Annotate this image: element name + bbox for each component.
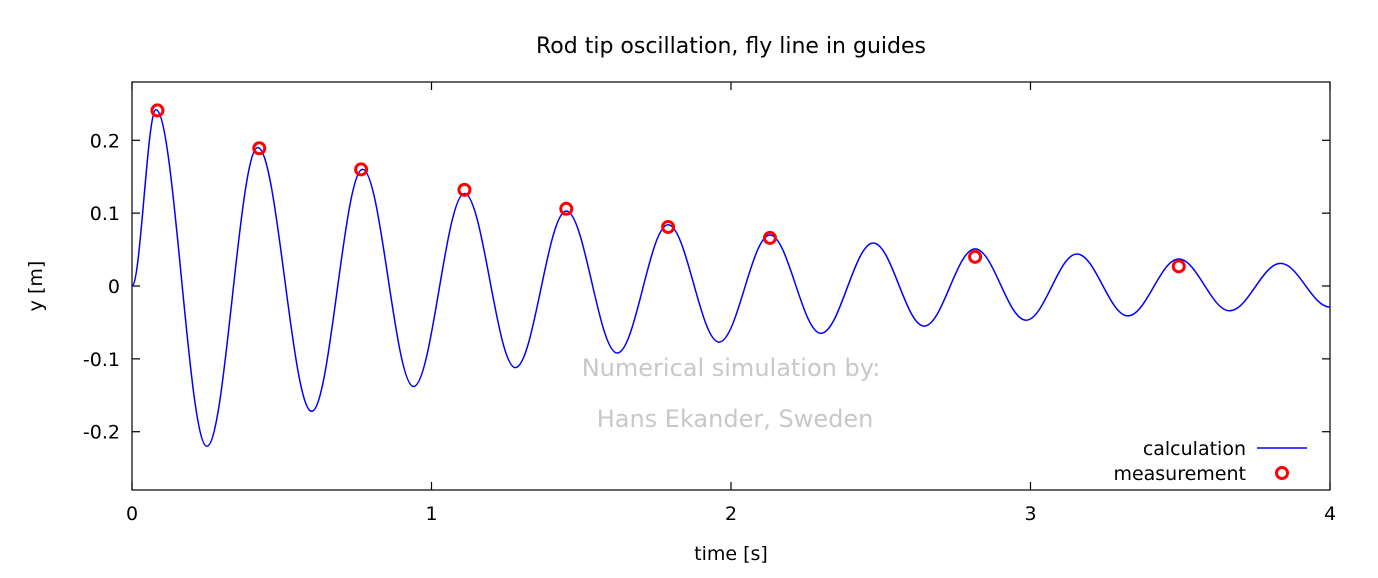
x-tick-label: 4: [1324, 503, 1336, 525]
x-tick-label: 0: [126, 503, 138, 525]
data-point-measurement: [150, 103, 165, 118]
y-axis: 0.2 0.1 0 -0.1 -0.2: [83, 130, 1330, 444]
data-point-measurement: [762, 230, 777, 245]
y-tick-label: 0.1: [90, 203, 120, 225]
legend-label-calculation: calculation: [1143, 438, 1246, 460]
data-point-measurement: [457, 182, 472, 197]
x-tick-label: 3: [1024, 503, 1036, 525]
x-tick-label: 1: [425, 503, 437, 525]
legend: calculation measurement: [1113, 438, 1307, 485]
y-tick-label: 0: [108, 276, 120, 298]
series-layer: [131, 103, 1331, 448]
legend-swatch-measurement: [1275, 466, 1289, 480]
data-point-measurement: [661, 219, 676, 234]
series-line-calculation: [131, 108, 1331, 448]
chart-title: Rod tip oscillation, fly line in guides: [536, 34, 926, 59]
legend-label-measurement: measurement: [1113, 463, 1246, 485]
y-tick-label: -0.1: [83, 349, 120, 371]
x-axis-label: time [s]: [694, 543, 768, 565]
data-point-measurement: [559, 201, 574, 216]
data-point-measurement: [252, 141, 267, 156]
annotation-line-2: Hans Ekander, Sweden: [597, 405, 874, 433]
x-tick-label: 2: [725, 503, 737, 525]
y-axis-label: y [m]: [25, 261, 47, 312]
y-tick-label: 0.2: [90, 130, 120, 152]
data-point-measurement: [1171, 259, 1186, 274]
watermark: Numerical simulation by: Hans Ekander, S…: [582, 354, 881, 433]
annotation-line-1: Numerical simulation by:: [582, 354, 881, 382]
x-axis: 0 1 2 3 4: [126, 82, 1336, 525]
y-tick-label: -0.2: [83, 422, 120, 444]
data-point-measurement: [968, 249, 983, 264]
data-point-measurement: [354, 162, 369, 177]
